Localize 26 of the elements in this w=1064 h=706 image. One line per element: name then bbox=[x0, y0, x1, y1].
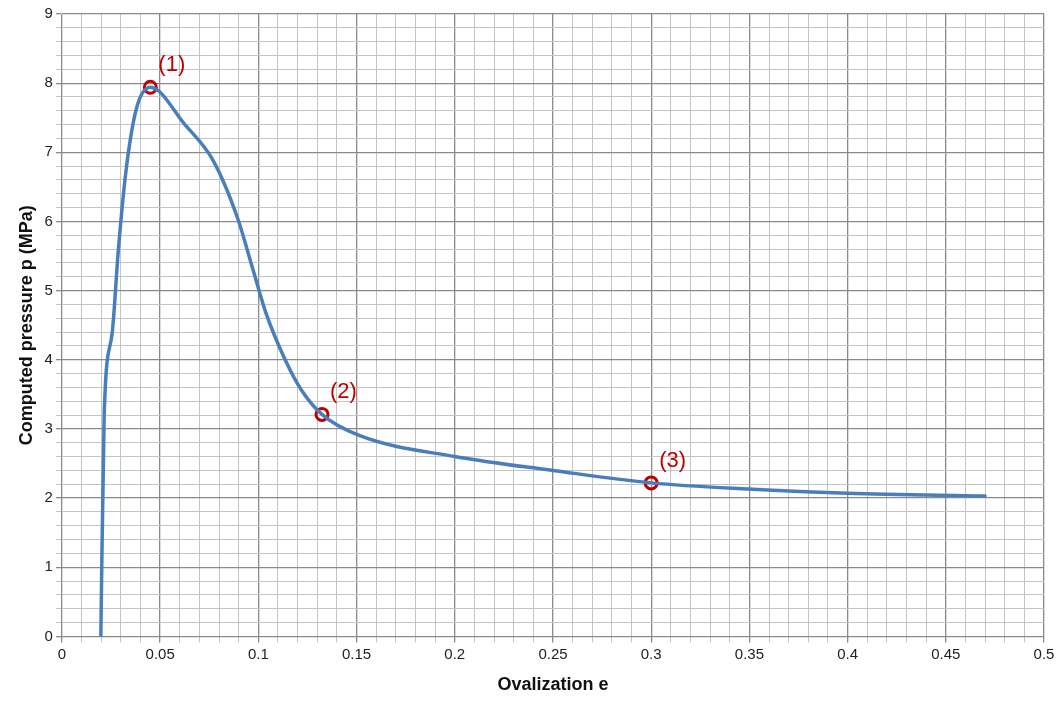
x-tick-label: 0 bbox=[57, 644, 67, 662]
x-tick-label: 0.15 bbox=[341, 644, 372, 662]
y-tick-label: 7 bbox=[44, 142, 53, 160]
x-tick-label: 0.35 bbox=[734, 644, 764, 662]
x-tick-label: 0.25 bbox=[538, 644, 568, 662]
x-tick-label: 0.1 bbox=[247, 644, 269, 662]
y-axis-title: Computed pressure p (MPa) bbox=[15, 205, 36, 446]
x-tick-label: 0.4 bbox=[837, 644, 859, 662]
y-tick-label: 8 bbox=[44, 73, 53, 91]
x-tick-label: 0.05 bbox=[145, 644, 175, 662]
annotation: (3) bbox=[659, 446, 687, 472]
x-tick-label: 0.5 bbox=[1033, 644, 1055, 662]
y-tick-label: 2 bbox=[44, 488, 53, 506]
x-tick-label: 0.2 bbox=[444, 644, 466, 662]
y-tick-label: 6 bbox=[44, 211, 53, 229]
x-tick-label: 0.45 bbox=[931, 644, 961, 662]
y-tick-label: 3 bbox=[44, 419, 53, 437]
x-axis-title: Ovalization e bbox=[497, 674, 609, 695]
x-tick-label: 0.3 bbox=[640, 644, 662, 662]
y-tick-label: 5 bbox=[44, 280, 53, 298]
y-tick-label: 1 bbox=[44, 557, 53, 575]
y-tick-label: 9 bbox=[44, 4, 53, 22]
y-tick-label: 0 bbox=[44, 626, 53, 644]
annotation: (2) bbox=[329, 378, 357, 404]
y-tick-label: 4 bbox=[44, 349, 53, 367]
annotation: (1) bbox=[158, 51, 186, 77]
